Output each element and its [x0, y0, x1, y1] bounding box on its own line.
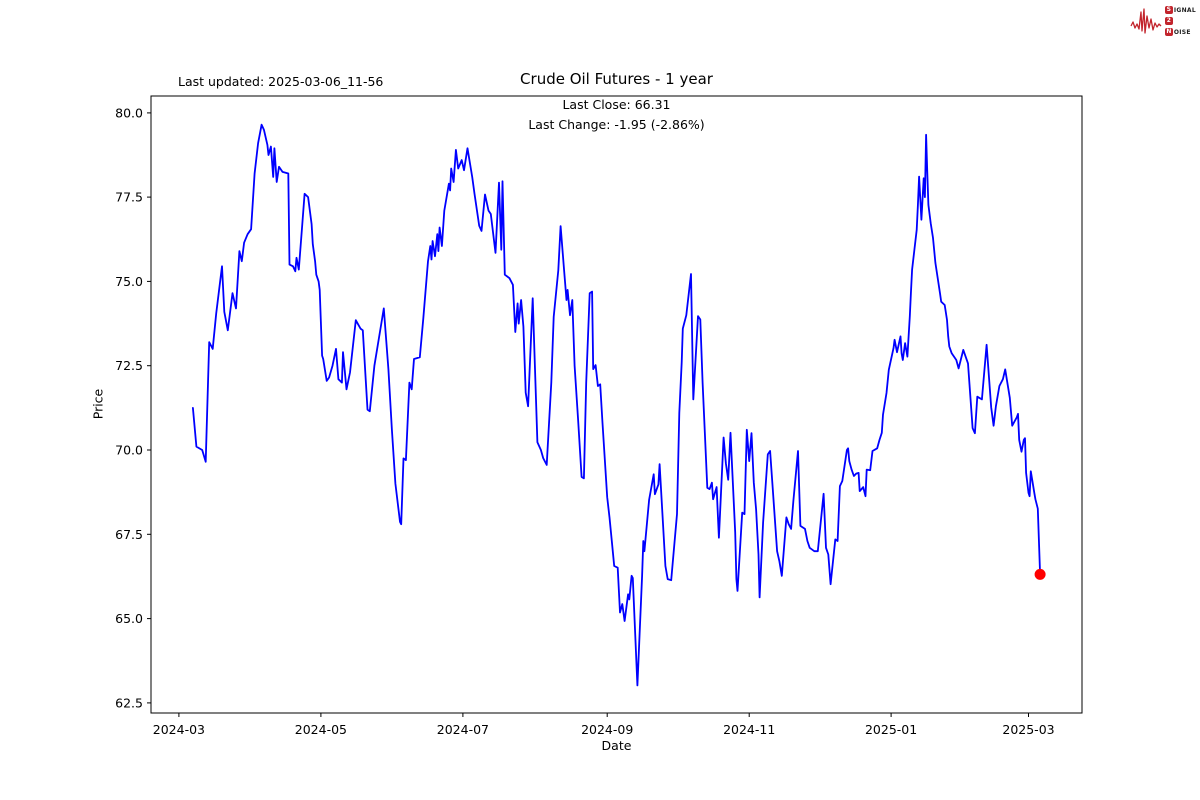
- logo-badge: S: [1164, 6, 1173, 14]
- logo-row: S IGNAL: [1164, 6, 1196, 15]
- x-tick-label: 2025-01: [865, 722, 917, 737]
- y-tick-label: 65.0: [115, 611, 143, 626]
- last-change-line: Last Change: -1.95 (-2.86%): [528, 117, 705, 132]
- y-tick-label: 67.5: [115, 527, 143, 542]
- chart-title: Crude Oil Futures - 1 year: [520, 70, 713, 88]
- x-axis-label: Date: [601, 738, 632, 753]
- y-tick-label: 80.0: [115, 105, 143, 120]
- logo-badge-label: OISE: [1173, 28, 1191, 36]
- y-tick-label: 72.5: [115, 358, 143, 373]
- y-tick-label: 77.5: [115, 190, 143, 205]
- x-tick-label: 2024-11: [723, 722, 775, 737]
- logo-badge: N: [1164, 28, 1173, 36]
- x-tick-label: 2025-03: [1002, 722, 1054, 737]
- waveform-icon: [1130, 8, 1162, 34]
- y-tick-label: 70.0: [115, 443, 143, 458]
- x-tick-label: 2024-07: [437, 722, 489, 737]
- last-close-annotation: Last Close: 66.31 Last Change: -1.95 (-2…: [151, 95, 1082, 135]
- y-tick-label: 75.0: [115, 274, 143, 289]
- logo-row: N OISE: [1164, 28, 1196, 37]
- logo-badge-label: IGNAL: [1173, 6, 1196, 14]
- last-close-marker: [1034, 568, 1046, 580]
- y-tick-label: 62.5: [115, 695, 143, 710]
- plot-border: [150, 95, 1083, 714]
- x-tick-label: 2024-05: [295, 722, 347, 737]
- y-axis-label: Price: [90, 388, 106, 420]
- x-tick-label: 2024-03: [153, 722, 205, 737]
- price-line: [191, 123, 1041, 687]
- last-close-line: Last Close: 66.31: [562, 97, 671, 112]
- logo-badge: 2: [1164, 17, 1173, 25]
- last-updated-text: Last updated: 2025-03-06_11-56: [178, 74, 384, 89]
- logo-row: 2: [1164, 17, 1196, 26]
- logo-text: S IGNAL 2 N OISE: [1164, 6, 1196, 37]
- x-tick-label: 2024-09: [581, 722, 633, 737]
- signal2noise-logo: S IGNAL 2 N OISE: [1130, 4, 1196, 38]
